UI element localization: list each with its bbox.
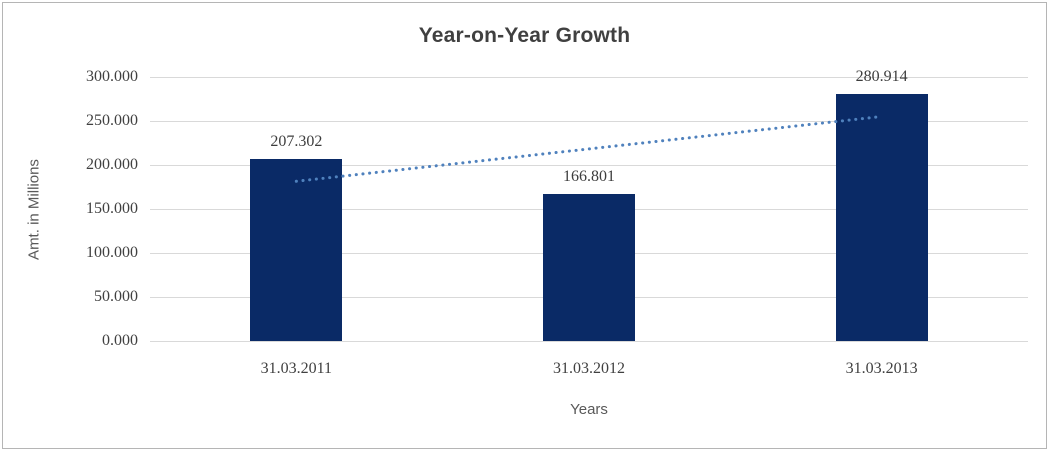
bar-value-label: 166.801 <box>563 168 615 186</box>
y-tick-label: 50.000 <box>94 288 138 305</box>
bar-31.03.2011 <box>250 158 343 341</box>
bar-value-label: 280.914 <box>855 67 908 85</box>
y-tick-label: 300.000 <box>86 68 138 85</box>
bar-31.03.2012 <box>543 194 635 341</box>
gridline <box>150 120 1028 122</box>
x-tick-label: 31.03.2013 <box>845 360 918 377</box>
gridline <box>150 340 1028 342</box>
bar-value-label: 207.302 <box>270 132 323 150</box>
x-tick-label: 31.03.2011 <box>260 360 333 377</box>
gridline <box>150 76 1028 78</box>
trendline <box>294 115 884 183</box>
y-tick-label: 200.000 <box>86 156 138 173</box>
plot-area <box>150 76 1028 342</box>
y-tick-label: 250.000 <box>86 112 138 129</box>
chart-title: Year-on-Year Growth <box>418 24 631 47</box>
y-tick-label: 150.000 <box>86 200 138 217</box>
x-tick-label: 31.03.2012 <box>553 360 625 377</box>
y-tick-label: 100.000 <box>86 244 138 261</box>
gridline <box>150 164 1028 166</box>
x-axis-title: Years <box>570 401 608 418</box>
bar-31.03.2013 <box>835 93 928 341</box>
y-tick-label: 0.000 <box>102 332 138 349</box>
